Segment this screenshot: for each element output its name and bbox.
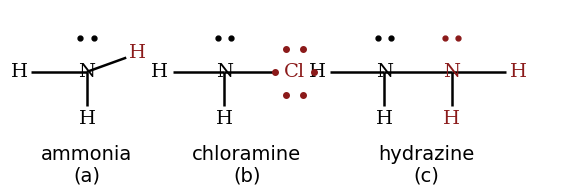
- Text: ammonia: ammonia: [42, 146, 132, 164]
- Text: H: H: [443, 110, 460, 128]
- Text: N: N: [216, 63, 233, 81]
- Text: H: H: [79, 110, 95, 128]
- Text: (a): (a): [73, 166, 100, 185]
- Text: H: H: [151, 63, 168, 81]
- Text: H: H: [376, 110, 393, 128]
- Text: H: H: [309, 63, 325, 81]
- Text: H: H: [511, 63, 527, 81]
- Text: N: N: [376, 63, 393, 81]
- Text: hydrazine: hydrazine: [378, 146, 475, 164]
- Text: H: H: [216, 110, 233, 128]
- Text: H: H: [129, 44, 146, 62]
- Text: (c): (c): [413, 166, 439, 185]
- Text: chloramine: chloramine: [192, 146, 301, 164]
- Text: Cl: Cl: [284, 63, 305, 81]
- Text: N: N: [443, 63, 460, 81]
- Text: H: H: [11, 63, 28, 81]
- Text: N: N: [79, 63, 95, 81]
- Text: (b): (b): [233, 166, 261, 185]
